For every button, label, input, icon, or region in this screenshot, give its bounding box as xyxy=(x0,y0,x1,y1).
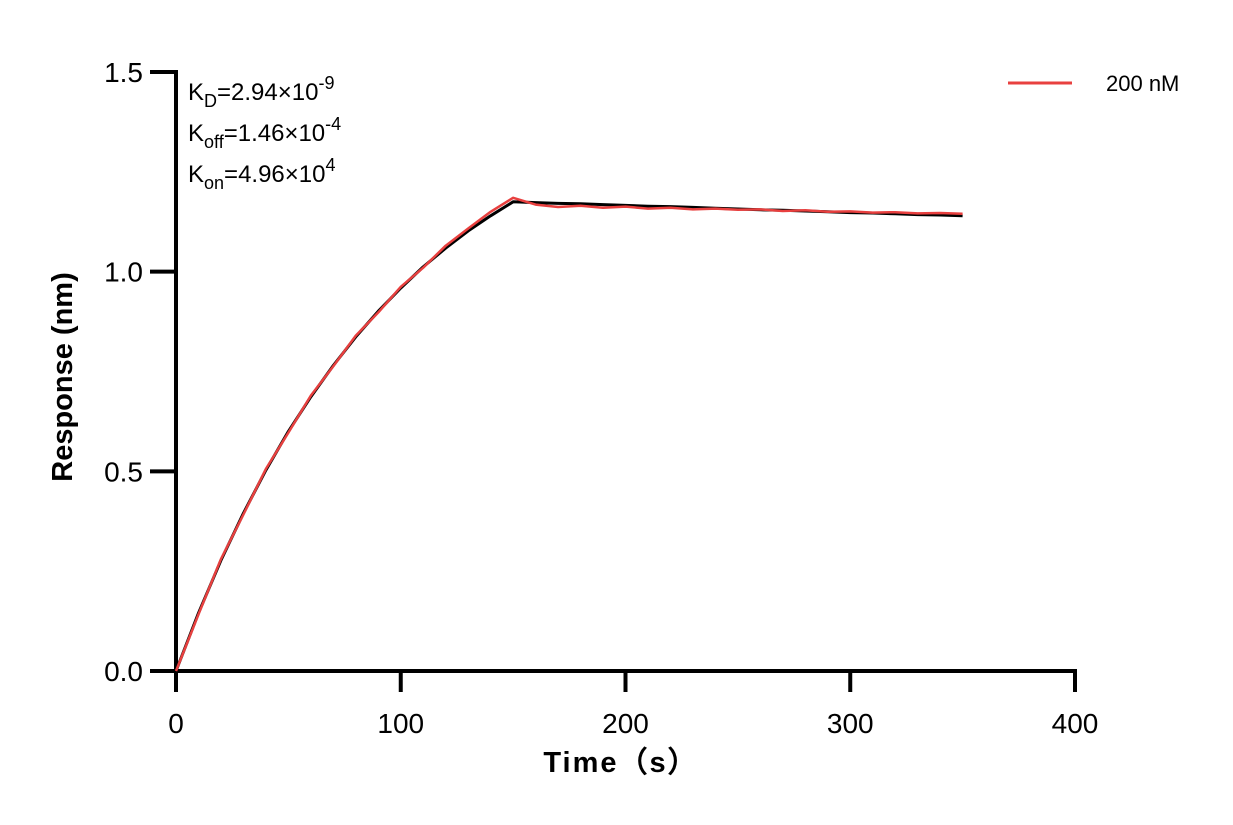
annotation: KD=2.94×10-9 xyxy=(188,73,334,111)
annotation-symbol: K xyxy=(188,161,204,188)
annotation-text: =4.96×10 xyxy=(224,161,325,188)
annotation-subscript: D xyxy=(204,91,217,111)
annotation-subscript: off xyxy=(204,132,225,152)
annotation-superscript: -4 xyxy=(325,114,341,134)
y-tick-label: 1.0 xyxy=(104,257,143,288)
y-tick-label: 1.5 xyxy=(104,57,143,88)
x-tick-label: 100 xyxy=(377,708,424,739)
annotation-symbol: K xyxy=(188,79,204,106)
x-axis-title: Time（s） xyxy=(543,746,698,779)
x-tick-label: 400 xyxy=(1052,708,1099,739)
annotation-symbol: K xyxy=(188,120,204,147)
data-line xyxy=(174,200,963,672)
data-line xyxy=(174,196,963,672)
y-tick-label: 0.5 xyxy=(104,456,143,487)
y-axis-title: Response (nm) xyxy=(47,272,79,481)
annotation: Koff=1.46×10-4 xyxy=(188,114,341,152)
x-tick-label: 0 xyxy=(168,708,184,739)
x-tick-label: 200 xyxy=(602,708,649,739)
x-tick-label: 300 xyxy=(827,708,874,739)
annotation-text: =2.94×10 xyxy=(217,79,318,106)
y-tick-label: 0.0 xyxy=(104,656,143,687)
annotation-superscript: -9 xyxy=(318,73,334,93)
annotation-superscript: 4 xyxy=(325,155,335,175)
annotation-text: =1.46×10 xyxy=(224,120,325,147)
annotation: Kon=4.96×104 xyxy=(188,155,336,193)
legend-label: 200 nM xyxy=(1106,71,1179,96)
annotation-subscript: on xyxy=(204,173,224,193)
